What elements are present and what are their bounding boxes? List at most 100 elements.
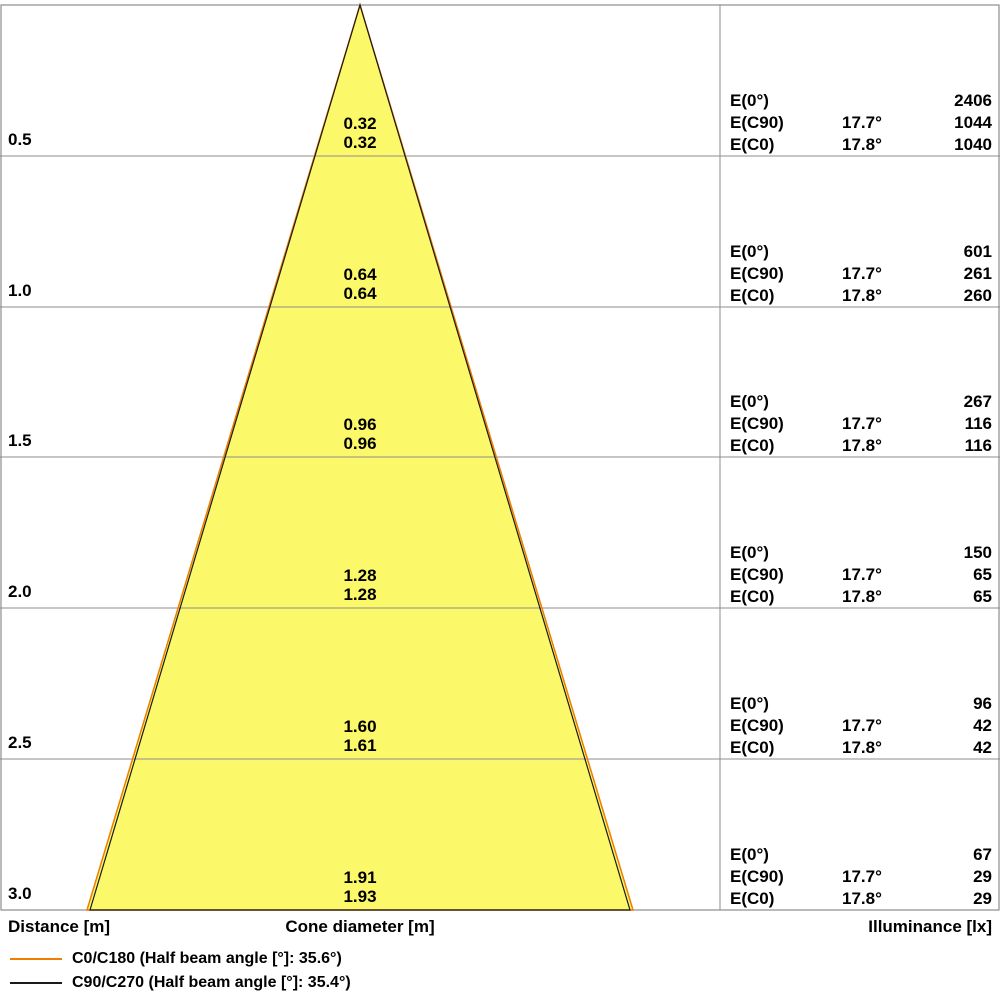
ec0-value: 116	[964, 436, 992, 455]
e0-value: 150	[963, 543, 992, 562]
illuminance-block: E(0°) 2406 E(C90) 17.7° 1044 E(C0) 17.8° 1040	[730, 90, 992, 156]
illuminance-row-ec0: E(C0) 17.8° 116	[730, 435, 992, 457]
e0-label: E(0°)	[730, 91, 769, 110]
cone-diameter-values: 1.91 1.93	[343, 868, 376, 906]
legend-item-c0-c180: C0/C180 (Half beam angle [°]: 35.6°)	[10, 948, 342, 970]
e0-label: E(0°)	[730, 845, 769, 864]
legend-item-c90-c270: C90/C270 (Half beam angle [°]: 35.4°)	[10, 972, 351, 994]
cone-diameter-values: 0.64 0.64	[343, 265, 376, 303]
distance-label: 2.5	[8, 733, 32, 752]
ec90-value: 42	[973, 716, 992, 735]
illuminance-row-e0: E(0°) 601	[730, 241, 992, 263]
axis-label-distance: Distance [m]	[8, 917, 111, 936]
ec90-value: 1044	[954, 113, 992, 132]
ec90-angle: 17.7°	[842, 565, 882, 584]
e0-angle	[842, 693, 904, 715]
ec90-value: 65	[973, 565, 992, 584]
cone-diameter-c0: 1.61	[343, 736, 377, 755]
illuminance-row-ec90: E(C90) 17.7° 42	[730, 715, 992, 737]
ec0-angle: 17.8°	[842, 587, 882, 606]
illuminance-row-e0: E(0°) 2406	[730, 90, 992, 112]
cone-diameter-c0: 0.96	[343, 434, 377, 453]
distance-label: 2.0	[8, 582, 32, 601]
cone-edge-c90-c270	[89, 2, 631, 911]
ec90-label: E(C90)	[730, 867, 784, 886]
e0-value: 96	[973, 694, 992, 713]
cone-diameter-c90: 1.91	[343, 868, 377, 887]
illuminance-block: E(0°) 150 E(C90) 17.7° 65 E(C0) 17.8° 65	[730, 542, 992, 608]
illuminance-row-ec90: E(C90) 17.7° 65	[730, 564, 992, 586]
axis-label-illuminance: Illuminance [lx]	[868, 917, 992, 936]
ec90-label: E(C90)	[730, 264, 784, 283]
c0-c180-line-swatch	[10, 958, 62, 960]
distance-label: 1.0	[8, 281, 32, 300]
e0-label: E(0°)	[730, 392, 769, 411]
illuminance-row-ec0: E(C0) 17.8° 29	[730, 888, 992, 910]
ec90-value: 261	[963, 264, 992, 283]
cone-diameter-c0: 1.93	[343, 887, 377, 906]
cone-diameter-c90: 0.64	[343, 265, 377, 284]
ec0-angle: 17.8°	[842, 436, 882, 455]
ec0-label: E(C0)	[730, 889, 775, 908]
ec0-label: E(C0)	[730, 738, 775, 757]
ec0-angle: 17.8°	[842, 738, 882, 757]
illuminance-row-ec0: E(C0) 17.8° 1040	[730, 134, 992, 156]
cone-diameter-c90: 0.32	[343, 114, 377, 133]
ec0-value: 65	[973, 587, 992, 606]
cone-diameter-values: 1.28 1.28	[343, 566, 376, 604]
illuminance-row-e0: E(0°) 267	[730, 391, 992, 413]
illuminance-row-ec90: E(C90) 17.7° 116	[730, 413, 992, 435]
illuminance-row-e0: E(0°) 150	[730, 542, 992, 564]
e0-angle	[842, 241, 904, 263]
ec0-label: E(C0)	[730, 286, 775, 305]
ec90-label: E(C90)	[730, 716, 784, 735]
distance-label: 1.5	[8, 431, 32, 450]
ec90-angle: 17.7°	[842, 867, 882, 886]
legend-label-c0-c180: C0/C180 (Half beam angle [°]: 35.6°)	[72, 950, 342, 967]
ec0-angle: 17.8°	[842, 135, 882, 154]
illuminance-row-ec90: E(C90) 17.7° 1044	[730, 112, 992, 134]
illuminance-block: E(0°) 601 E(C90) 17.7° 261 E(C0) 17.8° 260	[730, 241, 992, 307]
ec90-angle: 17.7°	[842, 264, 882, 283]
cone-plot-canvas	[0, 2, 1000, 911]
ec0-angle: 17.8°	[842, 286, 882, 305]
ec90-label: E(C90)	[730, 565, 784, 584]
e0-value: 2406	[954, 91, 992, 110]
cone-diameter-c0: 0.32	[343, 133, 377, 152]
cone-diameter-c90: 1.28	[343, 566, 377, 585]
ec0-value: 42	[973, 738, 992, 757]
illuminance-row-e0: E(0°) 96	[730, 693, 992, 715]
cone-diameter-values: 0.32 0.32	[343, 114, 376, 152]
ec0-angle: 17.8°	[842, 889, 882, 908]
ec90-angle: 17.7°	[842, 414, 882, 433]
ec0-value: 29	[973, 889, 992, 908]
e0-label: E(0°)	[730, 694, 769, 713]
ec0-value: 1040	[954, 135, 992, 154]
c90-c270-line-swatch	[10, 982, 62, 984]
e0-value: 267	[963, 392, 992, 411]
e0-angle	[842, 391, 904, 413]
illuminance-row-ec0: E(C0) 17.8° 42	[730, 737, 992, 759]
illuminance-block: E(0°) 67 E(C90) 17.7° 29 E(C0) 17.8° 29	[730, 844, 992, 910]
ec0-value: 260	[963, 286, 992, 305]
e0-value: 67	[973, 845, 992, 864]
e0-label: E(0°)	[730, 242, 769, 261]
illuminance-row-ec90: E(C90) 17.7° 29	[730, 866, 992, 888]
ec90-value: 116	[964, 414, 992, 433]
illuminance-block: E(0°) 96 E(C90) 17.7° 42 E(C0) 17.8° 42	[730, 693, 992, 759]
cone-diameter-c0: 0.64	[343, 284, 377, 303]
legend-label-c90-c270: C90/C270 (Half beam angle [°]: 35.4°)	[72, 974, 351, 991]
illuminance-row-ec90: E(C90) 17.7° 261	[730, 263, 992, 285]
ec90-value: 29	[973, 867, 992, 886]
e0-label: E(0°)	[730, 543, 769, 562]
illuminance-row-e0: E(0°) 67	[730, 844, 992, 866]
ec90-label: E(C90)	[730, 414, 784, 433]
cone-diameter-values: 0.96 0.96	[343, 415, 376, 453]
ec90-angle: 17.7°	[842, 716, 882, 735]
e0-angle	[842, 844, 904, 866]
cone-diameter-c90: 1.60	[343, 717, 377, 736]
ec0-label: E(C0)	[730, 587, 775, 606]
ec0-label: E(C0)	[730, 436, 775, 455]
illuminance-row-ec0: E(C0) 17.8° 65	[730, 586, 992, 608]
